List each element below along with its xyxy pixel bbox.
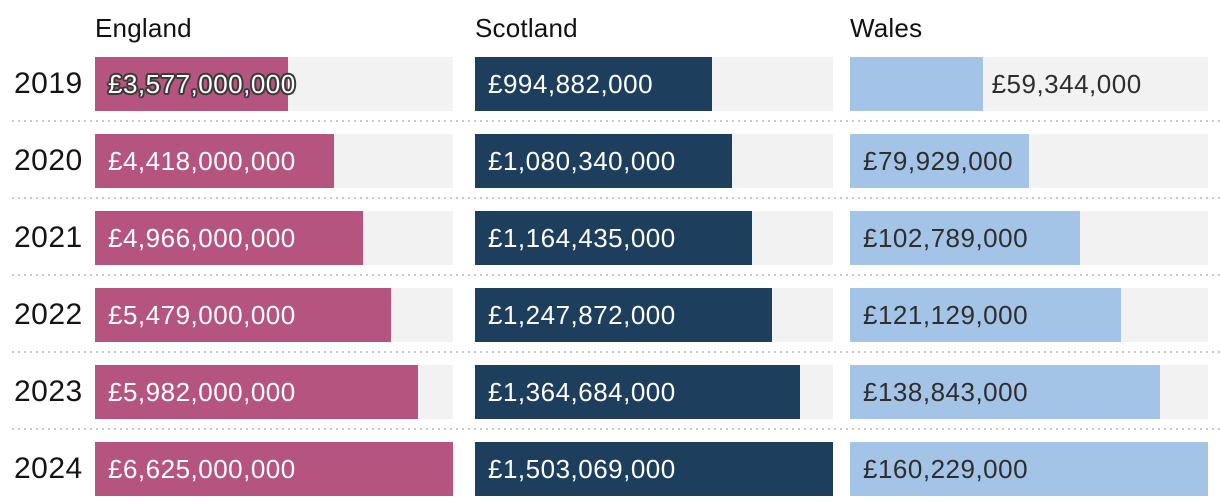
- column-header-scotland: Scotland: [475, 13, 578, 43]
- bar-england-2020: £4,418,000,000: [95, 134, 334, 188]
- bar-wales-2024: £160,229,000: [850, 442, 1208, 496]
- year-label: 2023: [14, 375, 83, 408]
- bar-track-england: £5,982,000,000: [95, 365, 453, 419]
- bar-track-scotland: £1,364,684,000: [475, 365, 833, 419]
- bar-england-2024: £6,625,000,000: [95, 442, 453, 496]
- bar-value-label: £102,789,000: [863, 223, 1029, 253]
- bar-track-wales: £160,229,000: [850, 442, 1208, 496]
- bar-track-england: £6,625,000,000: [95, 442, 453, 496]
- bar-wales-2019: [850, 57, 983, 111]
- chart-row-2022: 2022 £5,479,000,000 £1,247,872,000 £121,129…: [0, 288, 1220, 342]
- bar-value-label: £1,164,435,000: [488, 223, 676, 253]
- bar-value-label: £59,344,000: [991, 69, 1142, 99]
- bar-track-wales: £59,344,000: [850, 57, 1208, 111]
- bar-value-label: £3,577,000,000: [108, 69, 296, 99]
- bar-value-label: £4,418,000,000: [108, 146, 296, 176]
- chart-row-2023: 2023 £5,982,000,000 £1,364,684,000 £138,843…: [0, 365, 1220, 419]
- bar-england-2022: £5,479,000,000: [95, 288, 392, 342]
- bar-value-label: £121,129,000: [863, 300, 1029, 330]
- row-separator: [12, 351, 1220, 353]
- bar-track-wales: £102,789,000: [850, 211, 1208, 265]
- bar-scotland-2021: £1,164,435,000: [475, 211, 753, 265]
- bar-wales-2022: £121,129,000: [850, 288, 1121, 342]
- bar-value-label: £5,479,000,000: [108, 300, 296, 330]
- bar-value-label: £1,364,684,000: [488, 377, 676, 407]
- column-header-wales: Wales: [850, 13, 923, 43]
- bar-value-label: £994,882,000: [488, 69, 654, 99]
- bar-track-england: £5,479,000,000: [95, 288, 453, 342]
- year-label: 2020: [14, 144, 83, 177]
- bar-value-label: £138,843,000: [863, 377, 1029, 407]
- chart-row-2021: 2021 £4,966,000,000 £1,164,435,000 £102,789…: [0, 211, 1220, 265]
- row-separator: [12, 428, 1220, 430]
- bar-value-label: £5,982,000,000: [108, 377, 296, 407]
- bar-scotland-2023: £1,364,684,000: [475, 365, 801, 419]
- bar-track-wales: £121,129,000: [850, 288, 1208, 342]
- row-separator: [12, 120, 1220, 122]
- bar-england-2019: £3,577,000,000: [95, 57, 295, 111]
- bar-value-label: £6,625,000,000: [108, 454, 296, 484]
- bar-track-scotland: £1,247,872,000: [475, 288, 833, 342]
- year-label: 2022: [14, 298, 83, 331]
- bar-track-scotland: £1,080,340,000: [475, 134, 833, 188]
- bar-track-wales: £79,929,000: [850, 134, 1208, 188]
- bar-scotland-2019: £994,882,000: [475, 57, 712, 111]
- bar-track-england: £4,418,000,000: [95, 134, 453, 188]
- row-separator: [12, 197, 1220, 199]
- row-separator: [12, 274, 1220, 276]
- chart-row-2024: 2024 £6,625,000,000 £1,503,069,000 £160,229…: [0, 442, 1220, 496]
- bar-wales-2020: £79,929,000: [850, 134, 1029, 188]
- column-header-england: England: [95, 13, 192, 43]
- bar-value-label: £1,247,872,000: [488, 300, 676, 330]
- bar-value-label: £79,929,000: [863, 146, 1014, 176]
- bar-value-label: £1,080,340,000: [488, 146, 676, 176]
- bar-england-2021: £4,966,000,000: [95, 211, 364, 265]
- bar-wales-2023: £138,843,000: [850, 365, 1161, 419]
- bar-england-2023: £5,982,000,000: [95, 365, 419, 419]
- bar-scotland-2022: £1,247,872,000: [475, 288, 773, 342]
- year-label: 2019: [14, 67, 83, 100]
- bar-value-label: £4,966,000,000: [108, 223, 296, 253]
- bar-wales-2021: £102,789,000: [850, 211, 1080, 265]
- bar-track-england: £3,577,000,000: [95, 57, 453, 111]
- year-label: 2024: [14, 452, 83, 485]
- chart-row-2020: 2020 £4,418,000,000 £1,080,340,000 £79,929,…: [0, 134, 1220, 188]
- bar-scotland-2024: £1,503,069,000: [475, 442, 833, 496]
- chart-row-2019: 2019 £3,577,000,000 £994,882,000 £59,344,00…: [0, 57, 1220, 111]
- bar-track-scotland: £1,503,069,000: [475, 442, 833, 496]
- bar-track-scotland: £1,164,435,000: [475, 211, 833, 265]
- bar-scotland-2020: £1,080,340,000: [475, 134, 733, 188]
- bar-value-label: £160,229,000: [863, 454, 1029, 484]
- bar-track-scotland: £994,882,000: [475, 57, 833, 111]
- bar-track-england: £4,966,000,000: [95, 211, 453, 265]
- year-label: 2021: [14, 221, 83, 254]
- bar-value-label: £1,503,069,000: [488, 454, 676, 484]
- bar-track-wales: £138,843,000: [850, 365, 1208, 419]
